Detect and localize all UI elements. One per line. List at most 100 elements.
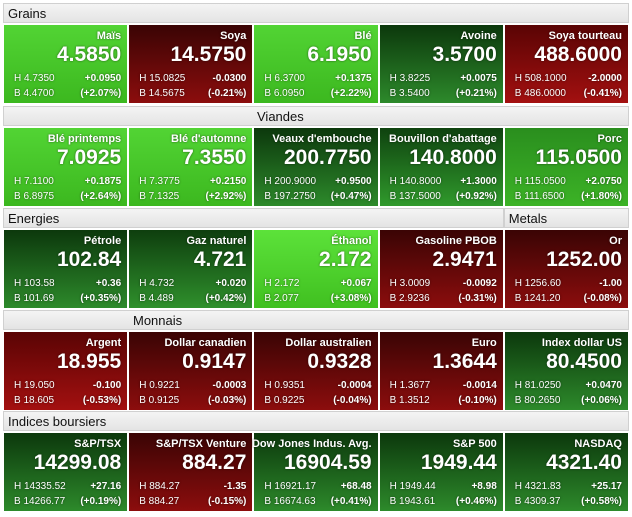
last-price: 7.3550 bbox=[182, 146, 247, 169]
quote-tile: S&P/TSX 14299.08 H 14335.52 +27.16 B 14266.7… bbox=[3, 432, 129, 512]
last-price: 1.3644 bbox=[432, 350, 497, 373]
last-price: 14299.08 bbox=[33, 451, 122, 474]
low-price: B 1943.61 bbox=[389, 496, 436, 507]
percent-change: (-0.08%) bbox=[583, 293, 622, 304]
net-change: -0.0004 bbox=[337, 380, 372, 391]
percent-change: (+0.35%) bbox=[80, 293, 122, 304]
net-change: +2.0750 bbox=[585, 176, 622, 187]
percent-change: (-0.10%) bbox=[458, 395, 497, 406]
percent-change: (+0.06%) bbox=[581, 395, 622, 406]
quote-tile: Gasoline PBOB 2.9471 H 3.0009 -0.0092 B 2.92… bbox=[378, 229, 504, 309]
net-change: +0.0950 bbox=[84, 73, 122, 84]
net-change: -0.100 bbox=[92, 380, 122, 391]
quote-tile: Pétrole 102.84 H 103.58 +0.36 B 101.69 (+0.35… bbox=[3, 229, 129, 309]
last-price: 3.5700 bbox=[432, 43, 497, 66]
quote-tile: Dollar canadien 0.9147 H 0.9221 -0.0003 B 0.… bbox=[128, 331, 254, 411]
instrument-name: Index dollar US bbox=[541, 337, 622, 349]
last-price: 4321.40 bbox=[546, 451, 622, 474]
low-price: B 0.9125 bbox=[139, 395, 180, 406]
instrument-name: Soya bbox=[220, 30, 247, 42]
low-price: B 2.9236 bbox=[389, 293, 430, 304]
high-price: H 3.0009 bbox=[389, 278, 431, 289]
section-header: Grains bbox=[3, 3, 629, 23]
instrument-name: Gasoline PBOB bbox=[415, 235, 497, 247]
low-price: B 2.077 bbox=[264, 293, 299, 304]
high-price: H 14335.52 bbox=[14, 481, 66, 492]
net-change: +27.16 bbox=[90, 481, 122, 492]
low-price: B 18.605 bbox=[14, 395, 55, 406]
percent-change: (+2.92%) bbox=[205, 191, 247, 202]
quote-tile: Soya 14.5750 H 15.0825 -0.0300 B 14.5675 (-0.… bbox=[128, 24, 254, 104]
last-price: 140.8000 bbox=[409, 146, 497, 169]
instrument-name: Soya tourteau bbox=[548, 30, 622, 42]
last-price: 16904.59 bbox=[283, 451, 372, 474]
low-price: B 137.5000 bbox=[389, 191, 441, 202]
high-price: H 115.0500 bbox=[514, 176, 566, 187]
quote-tile: Index dollar US 80.4500 H 81.0250 +0.0470 B … bbox=[503, 331, 629, 411]
last-price: 115.0500 bbox=[535, 146, 622, 169]
net-change: +25.17 bbox=[591, 481, 622, 492]
net-change: +0.020 bbox=[215, 278, 247, 289]
high-price: H 4.7350 bbox=[14, 73, 55, 84]
quote-tile: Euro 1.3644 H 1.3677 -0.0014 B 1.3512 (-0.10%… bbox=[378, 331, 504, 411]
percent-change: (+0.92%) bbox=[455, 191, 497, 202]
high-price: H 19.050 bbox=[14, 380, 55, 391]
quote-tile: Blé printemps 7.0925 H 7.1100 +0.1875 B 6.89… bbox=[3, 127, 129, 207]
quote-tile: Gaz naturel 4.721 H 4.732 +0.020 B 4.489 (+0.… bbox=[128, 229, 254, 309]
high-price: H 140.8000 bbox=[389, 176, 442, 187]
net-change: -0.0003 bbox=[212, 380, 247, 391]
quote-tile: Or 1252.00 H 1256.60 -1.00 B 1241.20 (-0.08%) bbox=[503, 229, 629, 309]
quote-tile: Avoine 3.5700 H 3.8225 +0.0075 B 3.5400 (+0.2… bbox=[378, 24, 504, 104]
high-price: H 1.3677 bbox=[389, 380, 431, 391]
low-price: B 111.6500 bbox=[514, 191, 565, 202]
net-change: -0.0300 bbox=[212, 73, 247, 84]
low-price: B 4.489 bbox=[139, 293, 174, 304]
net-change: +0.067 bbox=[340, 278, 372, 289]
instrument-name: Argent bbox=[85, 337, 122, 349]
instrument-name: Gaz naturel bbox=[186, 235, 247, 247]
instrument-name: Euro bbox=[471, 337, 497, 349]
quote-tile: Bouvillon d'abattage 140.8000 H 140.8000 +1… bbox=[378, 127, 504, 207]
high-price: H 2.172 bbox=[264, 278, 300, 289]
low-price: B 486.0000 bbox=[514, 88, 566, 99]
instrument-name: Blé bbox=[354, 30, 372, 42]
high-price: H 15.0825 bbox=[139, 73, 186, 84]
percent-change: (+2.64%) bbox=[80, 191, 122, 202]
net-change: +8.98 bbox=[471, 481, 497, 492]
low-price: B 884.27 bbox=[139, 496, 180, 507]
instrument-name: Blé d'automne bbox=[171, 133, 247, 145]
section-header: Monnais bbox=[3, 310, 629, 330]
low-price: B 197.2750 bbox=[264, 191, 316, 202]
percent-change: (+2.07%) bbox=[80, 88, 122, 99]
net-change: -1.35 bbox=[223, 481, 247, 492]
net-change: +0.0075 bbox=[460, 73, 497, 84]
last-price: 80.4500 bbox=[546, 350, 622, 373]
last-price: 1949.44 bbox=[420, 451, 497, 474]
quote-tile: Maïs 4.5850 H 4.7350 +0.0950 B 4.4700 (+2.07%… bbox=[3, 24, 129, 104]
instrument-name: Pétrole bbox=[83, 235, 122, 247]
net-change: +0.9500 bbox=[335, 176, 372, 187]
high-price: H 7.1100 bbox=[14, 176, 54, 187]
net-change: +1.3000 bbox=[460, 176, 497, 187]
quote-tile: Éthanol 2.172 H 2.172 +0.067 B 2.077 (+3.08%) bbox=[253, 229, 379, 309]
low-price: B 0.9225 bbox=[264, 395, 305, 406]
low-price: B 1241.20 bbox=[514, 293, 561, 304]
quote-tile: Blé 6.1950 H 6.3700 +0.1375 B 6.0950 (+2.22%) bbox=[253, 24, 379, 104]
percent-change: (-0.04%) bbox=[333, 395, 372, 406]
last-price: 1252.00 bbox=[546, 248, 622, 271]
instrument-name: Blé printemps bbox=[47, 133, 122, 145]
low-price: B 4309.37 bbox=[514, 496, 561, 507]
percent-change: (+0.47%) bbox=[330, 191, 372, 202]
high-price: H 7.3775 bbox=[139, 176, 180, 187]
net-change: +0.1875 bbox=[84, 176, 122, 187]
high-price: H 508.1000 bbox=[514, 73, 567, 84]
last-price: 7.0925 bbox=[56, 146, 122, 169]
net-change: +68.48 bbox=[340, 481, 372, 492]
low-price: B 4.4700 bbox=[14, 88, 55, 99]
last-price: 4.721 bbox=[193, 248, 247, 271]
last-price: 488.6000 bbox=[534, 43, 622, 66]
instrument-name: Dollar canadien bbox=[164, 337, 247, 349]
instrument-name: Or bbox=[609, 235, 622, 247]
last-price: 18.955 bbox=[56, 350, 122, 373]
